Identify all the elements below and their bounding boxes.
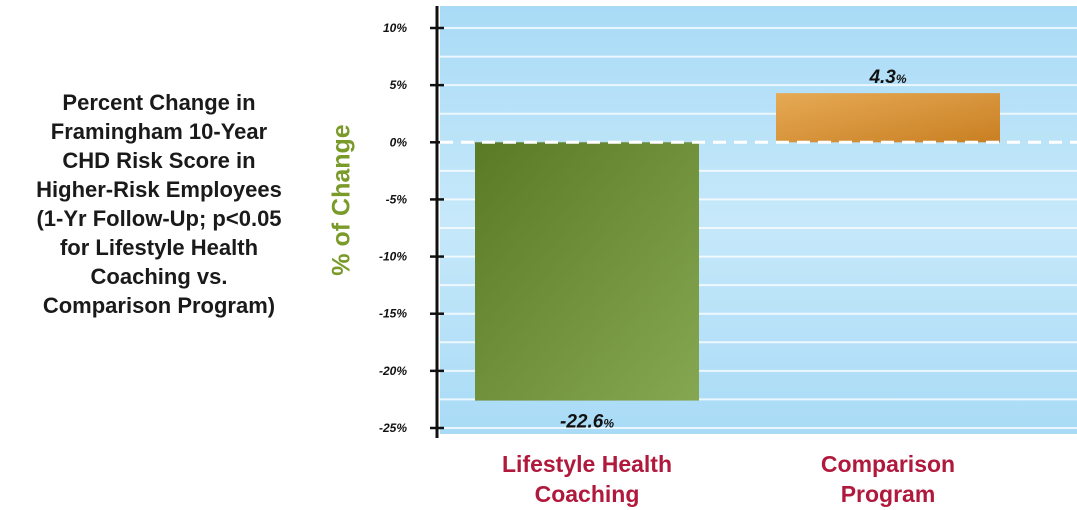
bar-value-unit: % [896,72,907,86]
y-tick-label: -10% [379,250,407,264]
y-tick-label: -20% [379,364,407,378]
chart-description: Percent Change in Framingham 10-Year CHD… [0,88,318,320]
x-category-label: Comparison Program [758,449,1018,509]
bar-value-label: -22.6% [560,412,614,433]
x-category-label-line: Comparison [820,451,956,477]
y-tick-label: 0% [390,135,408,149]
bar-value-unit: % [603,417,614,431]
y-tick-label: 5% [390,78,408,92]
x-category-label: Lifestyle Health Coaching [457,449,717,509]
description-line: (1-Yr Follow-Up; p<0.05 [36,206,282,231]
description-line: Comparison Program) [42,293,276,318]
y-tick-label: -15% [379,307,407,321]
y-tick-label: 10% [383,21,407,35]
y-tick-label: -25% [379,421,407,435]
x-category-label-line: Program [840,481,936,507]
bar-positive [776,93,1000,143]
description-line: Framingham 10-Year [50,119,268,144]
bar-value-label: 4.3% [868,67,906,88]
bar-negative [475,142,699,401]
description-line: CHD Risk Score in [62,148,256,173]
x-category-label-line: Coaching [534,481,640,507]
description-line: Coaching vs. [90,264,228,289]
x-category-label-line: Lifestyle Health [502,451,672,477]
y-tick-label: -5% [386,192,408,206]
description-line: for Lifestyle Health [59,235,259,260]
description-line: Higher-Risk Employees [36,177,282,202]
description-line: Percent Change in [62,90,256,115]
